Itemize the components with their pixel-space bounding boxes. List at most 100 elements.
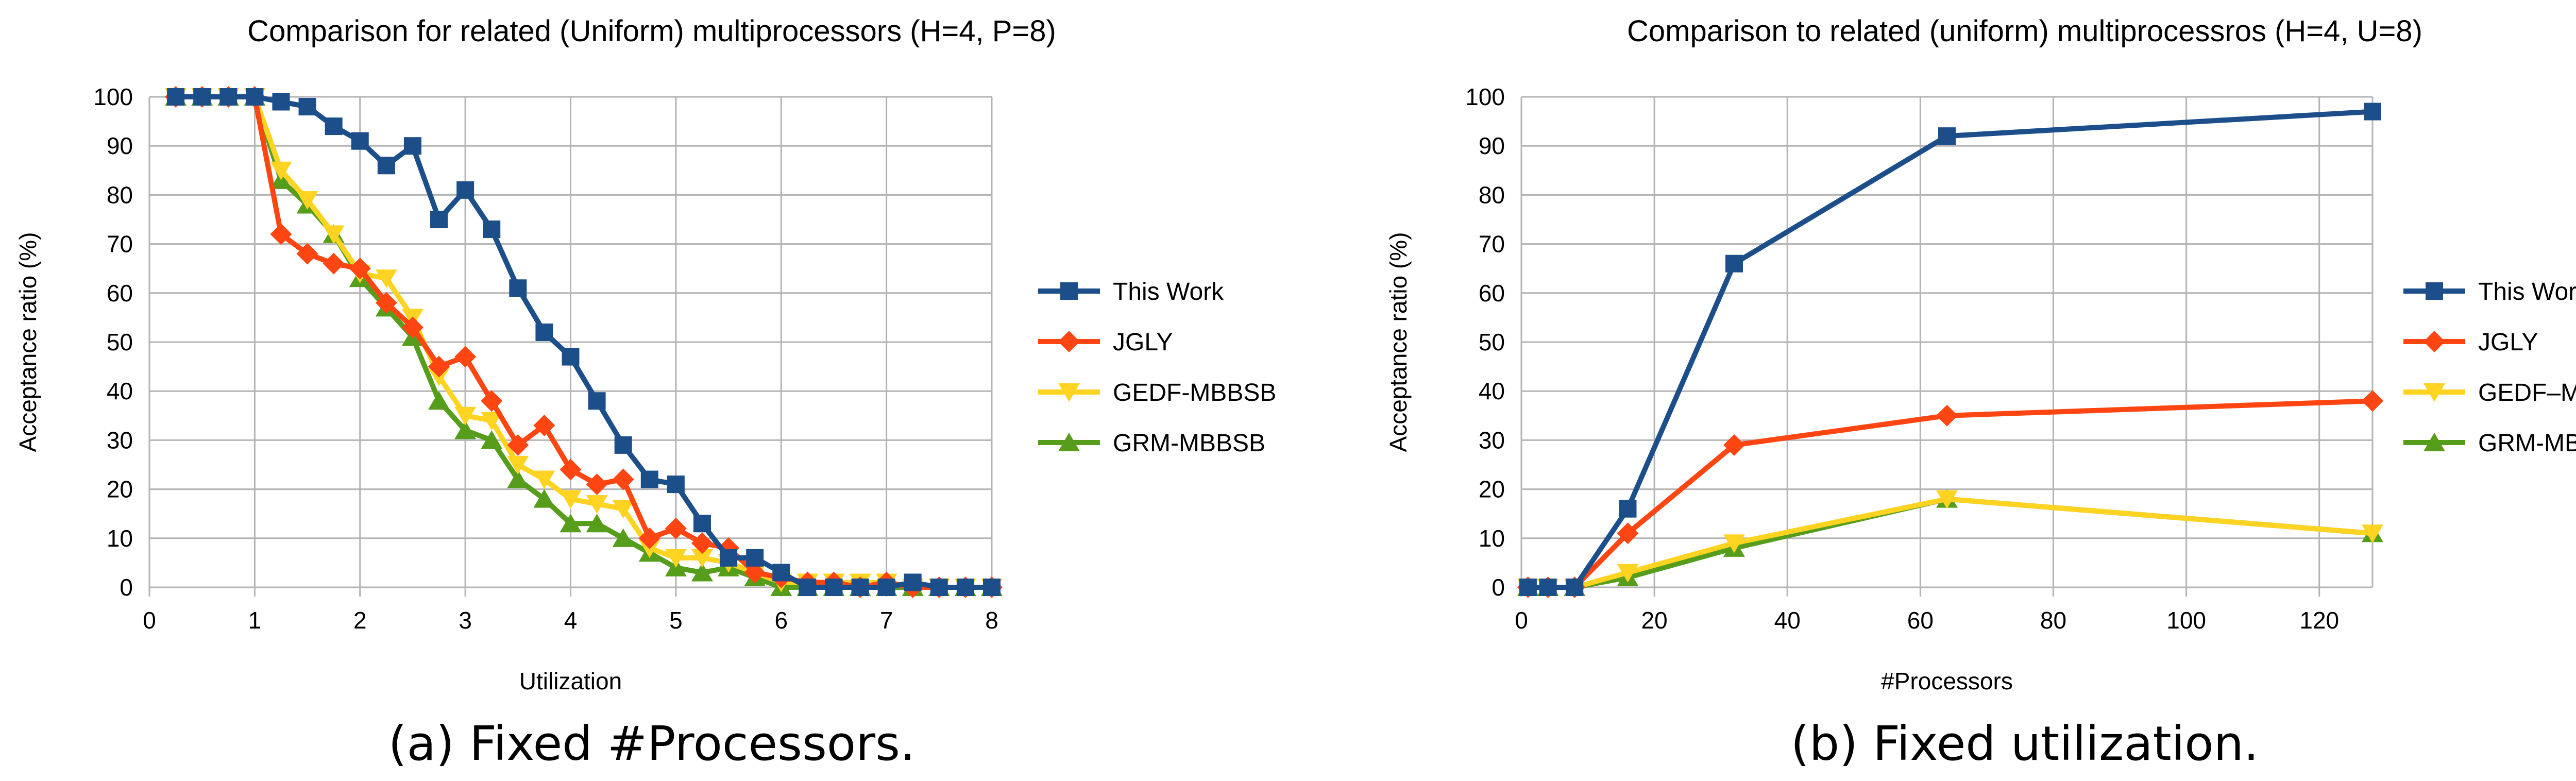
- data-point: [560, 490, 582, 509]
- data-point: [1617, 564, 1639, 583]
- data-point: [1519, 579, 1537, 596]
- data-point: [325, 117, 343, 135]
- y-tick-label: 10: [107, 525, 133, 552]
- data-point: [665, 517, 687, 539]
- y-tick-label: 80: [1479, 181, 1505, 208]
- data-point: [614, 436, 632, 454]
- legend-marker: [1058, 383, 1080, 402]
- data-point: [401, 316, 423, 338]
- data-point: [1936, 404, 1958, 427]
- data-point: [1566, 579, 1584, 596]
- data-point: [403, 137, 421, 155]
- legend-label: GEDF-MBBSB: [1113, 379, 1276, 406]
- data-point: [640, 470, 658, 488]
- data-point: [375, 292, 397, 314]
- data-point: [586, 495, 608, 514]
- legend-label: JGLY: [2478, 329, 2538, 356]
- data-point: [296, 243, 318, 265]
- y-tick-label: 50: [1479, 329, 1505, 355]
- data-point: [507, 469, 529, 488]
- data-point: [481, 430, 503, 449]
- data-point: [2362, 390, 2383, 412]
- x-tick-label: 6: [774, 607, 788, 634]
- data-point: [507, 434, 529, 456]
- data-point: [535, 323, 553, 341]
- data-point: [744, 562, 766, 584]
- chart-title: Comparison to related (uniform) multipro…: [1627, 14, 2422, 48]
- x-tick-label: 80: [2040, 607, 2066, 634]
- data-point: [481, 390, 503, 412]
- x-tick-label: 8: [985, 607, 998, 634]
- legend-label: JGLY: [1113, 329, 1173, 356]
- y-tick-label: 40: [1479, 378, 1505, 404]
- y-tick-label: 90: [1479, 132, 1505, 159]
- chart-fixed-processors: Comparison for related (Uniform) multipr…: [14, 14, 1276, 771]
- y-axis-label: Acceptance ratio (%): [1385, 232, 1412, 452]
- data-point: [1725, 254, 1743, 273]
- data-point: [377, 157, 395, 175]
- data-point: [877, 579, 895, 596]
- legend-label: This Work: [2478, 278, 2576, 305]
- data-point: [2362, 524, 2383, 544]
- data-point: [983, 579, 1001, 596]
- x-tick-label: 20: [1641, 607, 1668, 634]
- x-tick-label: 40: [1774, 607, 1801, 634]
- data-point: [533, 489, 555, 508]
- data-point: [612, 500, 634, 519]
- data-point: [560, 459, 582, 481]
- y-tick-label: 80: [107, 181, 133, 208]
- y-tick-label: 60: [1479, 280, 1505, 307]
- data-point: [612, 528, 634, 547]
- y-tick-label: 90: [107, 132, 133, 159]
- legend-marker: [1058, 433, 1080, 451]
- data-point: [296, 191, 318, 210]
- data-point: [456, 181, 474, 199]
- y-tick-label: 0: [1492, 574, 1505, 601]
- x-tick-label: 0: [143, 607, 156, 634]
- legend-label: GRM-MBBSB: [1113, 430, 1265, 457]
- y-tick-label: 60: [107, 280, 133, 307]
- chart-title: Comparison for related (Uniform) multipr…: [247, 14, 1056, 48]
- x-tick-label: 2: [353, 607, 367, 634]
- data-point: [667, 476, 685, 494]
- data-point: [799, 579, 817, 596]
- y-tick-label: 70: [107, 231, 133, 258]
- data-point: [560, 514, 582, 533]
- data-point: [454, 406, 477, 426]
- y-tick-label: 30: [1479, 427, 1505, 453]
- x-axis-label: #Processors: [1881, 668, 2013, 694]
- data-point: [272, 93, 290, 111]
- data-point: [772, 564, 790, 582]
- x-tick-label: 7: [880, 607, 893, 634]
- data-point: [270, 161, 292, 180]
- data-point: [298, 98, 316, 116]
- legend-marker: [1060, 282, 1078, 300]
- x-tick-label: 60: [1907, 607, 1934, 634]
- legend-marker: [2424, 383, 2445, 402]
- x-tick-label: 100: [2166, 607, 2206, 634]
- data-point: [746, 549, 764, 567]
- x-tick-label: 3: [459, 607, 472, 634]
- data-point: [2364, 103, 2381, 121]
- data-point: [1723, 534, 1745, 553]
- data-point: [509, 279, 527, 297]
- data-point: [428, 355, 450, 378]
- y-tick-label: 100: [93, 83, 133, 110]
- data-point: [533, 470, 555, 489]
- legend-label: This Work: [1113, 278, 1224, 305]
- data-point: [825, 579, 843, 596]
- y-tick-label: 10: [1479, 525, 1505, 552]
- data-point: [1539, 579, 1557, 596]
- data-point: [930, 579, 948, 596]
- data-point: [1617, 522, 1639, 545]
- y-tick-label: 100: [1465, 83, 1505, 110]
- data-point: [349, 258, 371, 280]
- data-point: [586, 514, 608, 533]
- data-point: [219, 88, 238, 106]
- data-point: [720, 549, 738, 567]
- data-point: [454, 346, 477, 368]
- data-point: [691, 549, 713, 568]
- legend-marker: [2424, 433, 2445, 451]
- data-point: [612, 468, 634, 490]
- data-point: [693, 515, 711, 533]
